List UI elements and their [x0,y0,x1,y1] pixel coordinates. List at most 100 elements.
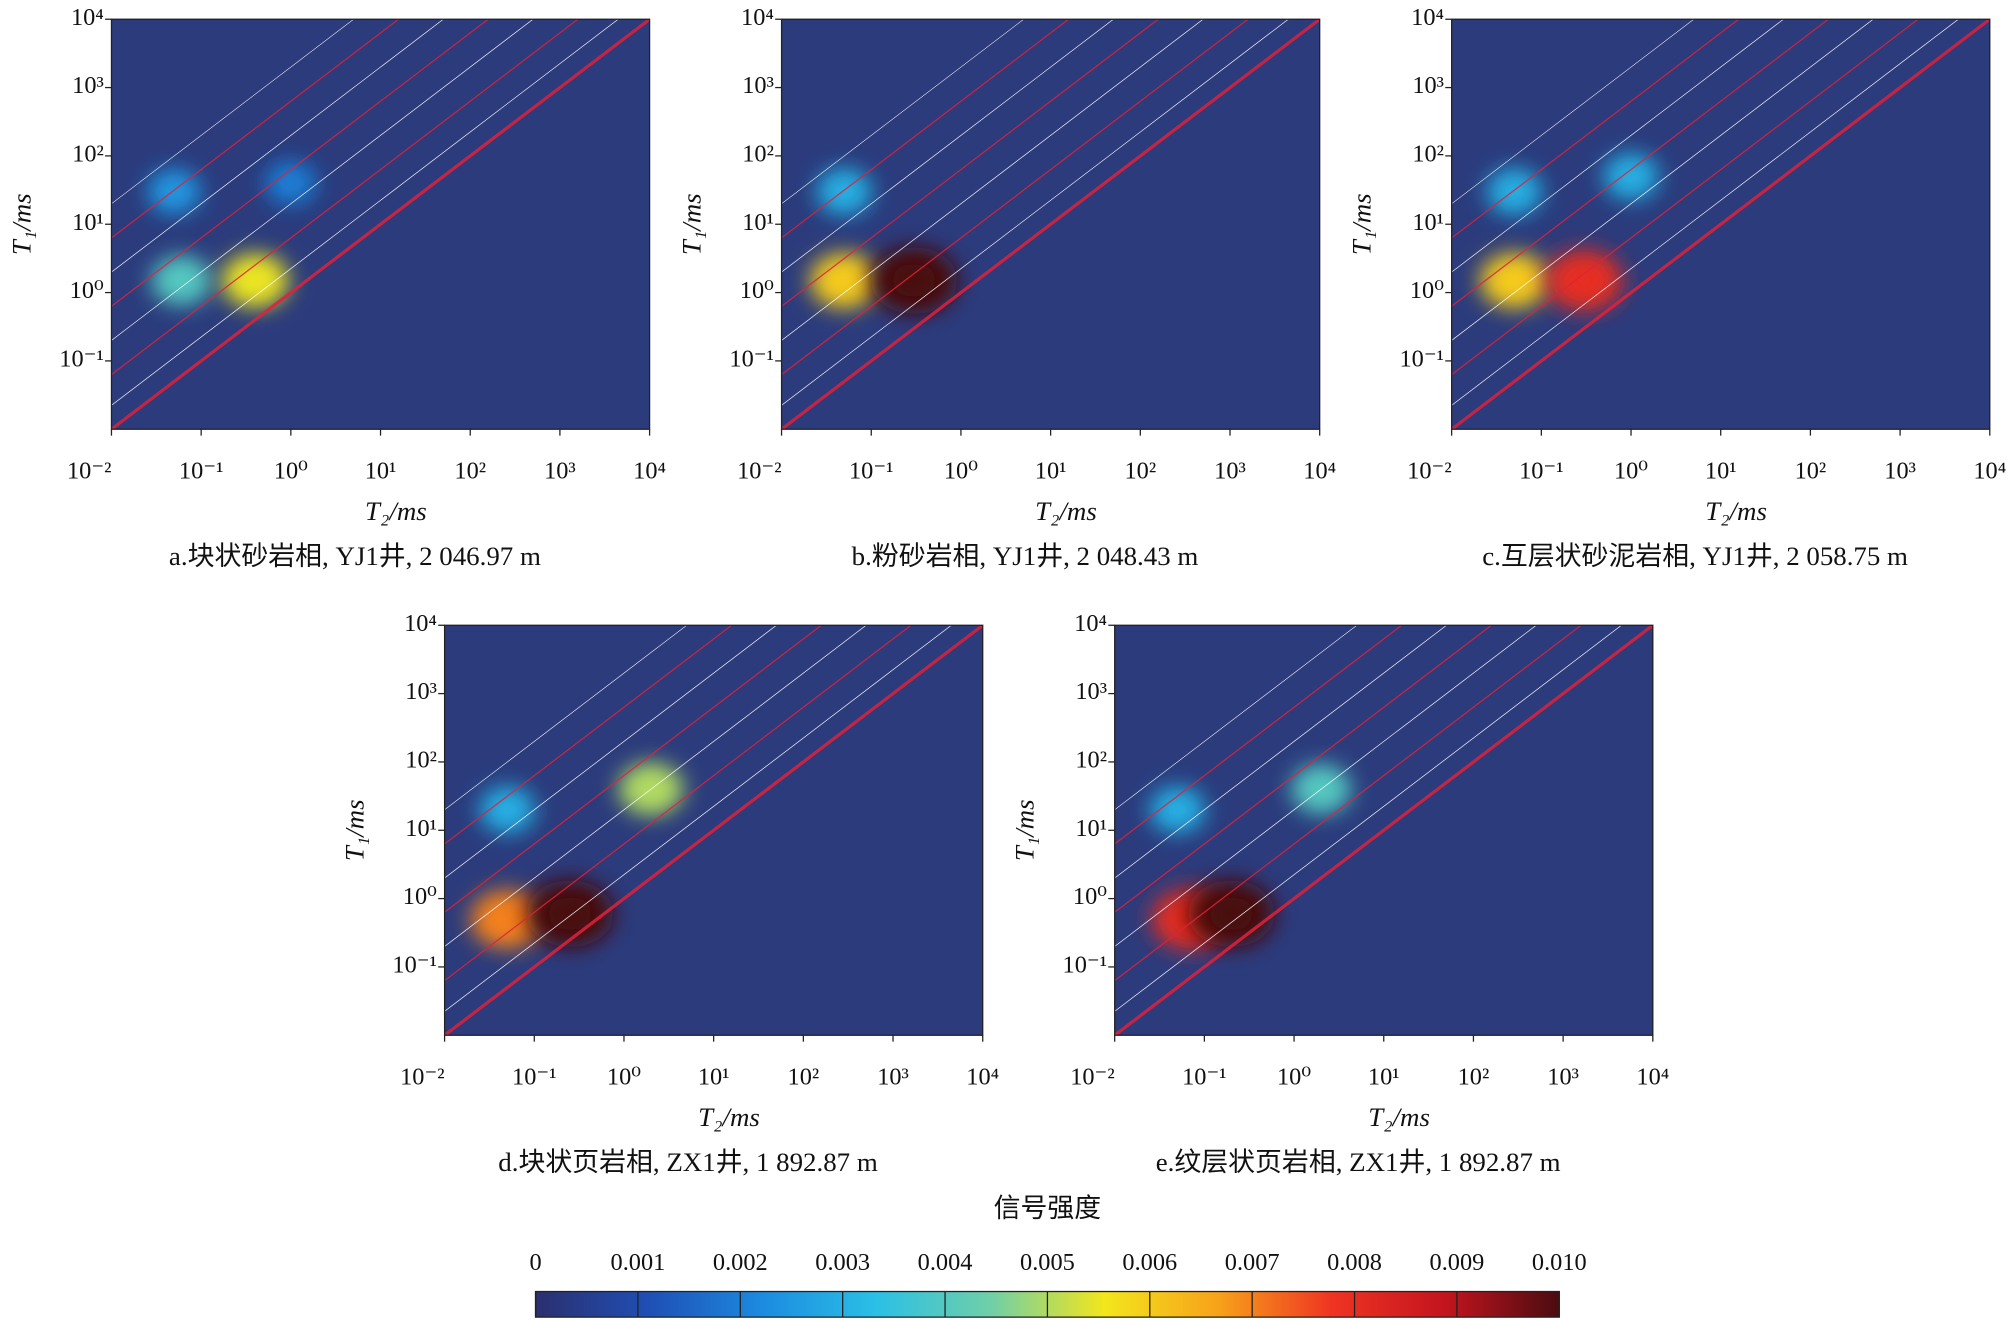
peak-core [831,182,857,202]
peak-core [1618,166,1644,186]
x-tick-label: 10⁴ [1973,457,2006,484]
y-axis-label: T₁/ms [1010,799,1040,861]
peak-core [1502,182,1527,202]
colorbar-title: 信号强度 [994,1193,1102,1223]
x-axis-label: T₂/ms [1368,1102,1430,1132]
guide-line [111,19,490,307]
guide-line [111,19,355,204]
x-tick-label: 10¹ [365,457,397,484]
y-tick-label: 10⁴ [741,4,774,31]
guide-line [1114,625,1537,947]
guide-line [1114,625,1653,1036]
y-tick-label: 10¹ [1075,815,1107,842]
y-tick-label: 10⁴ [71,4,104,31]
peak-core [1497,267,1532,294]
plot-area [781,19,1320,430]
y-tick-label: 10⁴ [1411,4,1444,31]
guide-line [1114,625,1358,811]
y-tick-label: 10⁰ [403,883,437,910]
x-tick-label: 10⁴ [966,1063,999,1090]
x-tick-label: 10⁴ [1636,1063,1669,1090]
y-tick-label: 10² [1075,747,1107,774]
y-tick-label: 10² [1412,140,1444,167]
colorbar-tick-label: 0.002 [713,1249,768,1276]
y-tick-label: 10⁻¹ [392,952,436,979]
colorbar-tick-label: 0.001 [611,1249,666,1276]
caption: e.纹层状页岩相, ZX1井, 1 892.87 m [1156,1147,1561,1177]
x-axis-label: T₂/ms [698,1102,760,1132]
y-tick-label: 10¹ [72,209,104,236]
y-tick-label: 10⁰ [1410,277,1444,304]
guide-line [444,625,867,947]
peak-core [546,897,594,931]
x-tick-label: 10⁻¹ [512,1063,556,1090]
x-axis-label: T₂/ms [1705,496,1767,526]
caption: b.粉砂岩相, YJ1井, 2 048.43 m [852,541,1199,571]
y-tick-label: 10¹ [742,209,774,236]
y-tick-label: 10⁻¹ [1063,952,1107,979]
x-tick-label: 10³ [877,1063,909,1090]
guide-line [111,19,619,406]
x-tick-label: 10⁰ [1614,457,1648,484]
caption: c.互层状砂泥岩相, YJ1井, 2 058.75 m [1482,541,1908,571]
guide-line [111,19,400,239]
y-tick-label: 10⁻¹ [729,345,773,372]
guide-line [111,19,534,341]
x-axis-label: T₂/ms [365,496,427,526]
x-tick-label: 10¹ [1368,1063,1400,1090]
x-tick-label: 10⁻¹ [179,457,223,484]
guide-line [444,625,952,1012]
x-tick-label: 10⁻² [400,1063,444,1090]
y-tick-label: 10⁻¹ [59,345,103,372]
colorbar-tick-label: 0.010 [1532,1249,1587,1276]
x-tick-label: 10³ [1884,457,1916,484]
y-tick-label: 10¹ [1412,209,1444,236]
colorbar-tick-label: 0.009 [1430,1249,1485,1276]
colorbar-tick-label: 0.004 [918,1249,973,1276]
colorbar-tick-label: 0.006 [1122,1249,1177,1276]
x-tick-label: 10⁰ [607,1063,641,1090]
peak-core [488,905,526,933]
peak-core [167,270,196,292]
plot-area [111,19,650,430]
guide-line [781,19,1070,239]
x-tick-label: 10⁴ [633,457,666,484]
guide-line [1451,19,1830,307]
x-tick-label: 10² [788,1063,820,1090]
guide-line [444,625,688,811]
guide-line [1451,19,1695,204]
peak-core [494,800,520,820]
y-tick-label: 10¹ [405,815,437,842]
guide-line [111,19,650,430]
guide-line [1114,625,1448,879]
guide-line [444,625,983,1036]
guide-line [444,625,733,845]
x-tick-label: 10² [1125,457,1157,484]
y-tick-label: 10⁴ [404,610,437,637]
x-tick-label: 10⁻² [67,457,111,484]
guide-line [1451,19,1785,273]
x-tick-label: 10² [1795,457,1827,484]
peak-core [1165,800,1190,820]
guide-line [781,19,1320,430]
guide-line [1451,19,1740,239]
x-tick-label: 10⁻¹ [849,457,893,484]
y-tick-label: 10³ [1412,72,1444,99]
y-tick-label: 10³ [72,72,104,99]
colorbar-tick-label: 0.005 [1020,1249,1075,1276]
peak-core [890,263,938,298]
x-tick-label: 10¹ [1705,457,1737,484]
x-tick-label: 10⁻² [1407,457,1451,484]
guide-line [1451,19,1990,430]
guide-line [781,19,1160,307]
x-tick-label: 10² [454,457,486,484]
x-tick-label: 10⁻² [1070,1063,1114,1090]
guide-line [1451,19,1960,406]
colorbar-tick-label: 0.008 [1327,1249,1382,1276]
guide-line [781,19,1289,406]
guide-line [781,19,1249,376]
plot-area [1451,19,1990,430]
caption: d.块状页岩相, ZX1井, 1 892.87 m [498,1147,878,1177]
